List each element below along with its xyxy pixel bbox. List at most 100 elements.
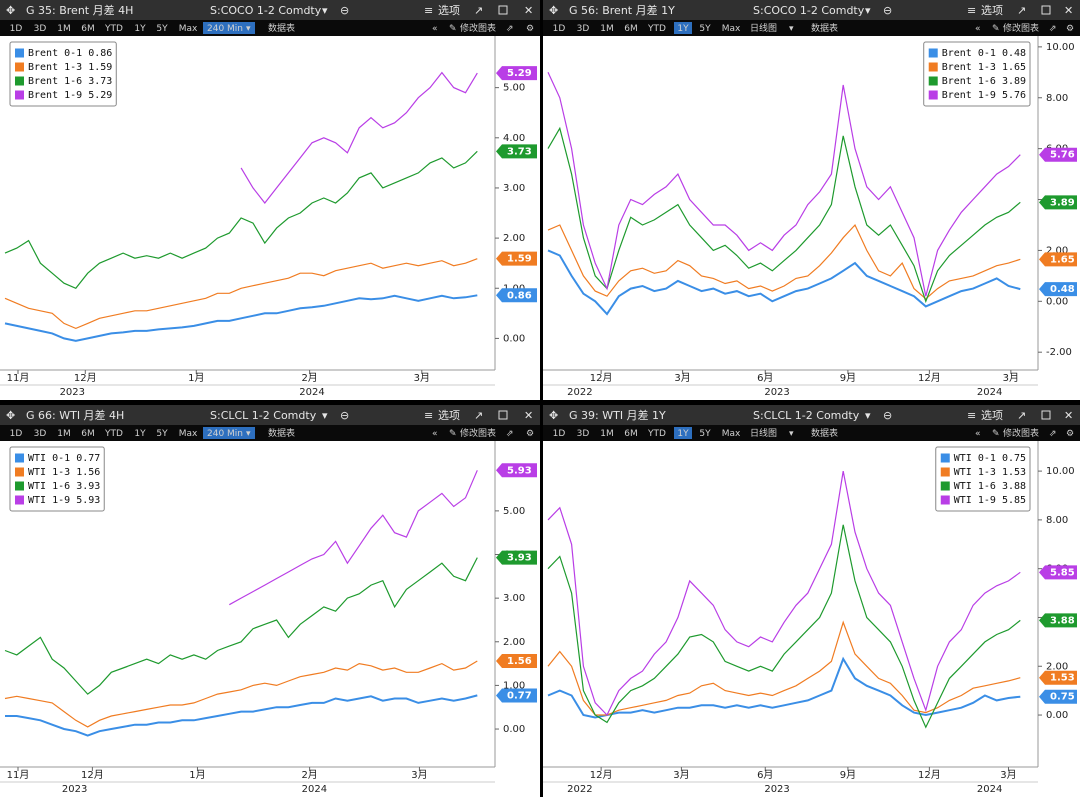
close-icon[interactable]: ✕ (524, 4, 533, 17)
legend-swatch (15, 90, 24, 100)
legend-value: 3.89 (1002, 76, 1026, 87)
period-button[interactable]: 3D (577, 24, 590, 34)
period-button[interactable]: 1Y (134, 429, 146, 439)
options-button[interactable]: 选项 (981, 4, 1003, 17)
period-button[interactable]: 1D (10, 24, 23, 34)
options-button[interactable]: 选项 (438, 4, 460, 17)
period-button[interactable]: Max (722, 429, 741, 439)
last-value-label: 5.85 (1050, 567, 1075, 578)
period-button[interactable]: YTD (647, 429, 666, 439)
maximize-icon[interactable] (498, 5, 508, 15)
period-button[interactable]: 6M (624, 429, 638, 439)
settings-icon[interactable]: ⚙ (1066, 429, 1074, 439)
period-button[interactable]: 1M (600, 24, 614, 34)
collapse-icon: « (432, 429, 438, 439)
options-button[interactable]: 选项 (438, 409, 460, 422)
close-icon[interactable]: ✕ (524, 409, 533, 422)
year-label: 2024 (977, 784, 1002, 795)
period-button[interactable]: 1Y (677, 429, 689, 439)
settings-icon[interactable]: ⚙ (526, 24, 534, 34)
table-button[interactable]: 数据表 (268, 22, 295, 34)
last-value-tag (1039, 670, 1077, 685)
edit-button[interactable]: 修改图表 (1003, 427, 1039, 439)
options-button[interactable]: 选项 (981, 409, 1003, 422)
legend-entry: WTI 0-1 0.77 (28, 453, 100, 464)
maximize-icon[interactable] (1041, 5, 1051, 15)
maximize-icon[interactable] (498, 410, 508, 420)
period-button[interactable]: YTD (647, 24, 666, 34)
period-button[interactable]: 1M (600, 429, 614, 439)
period-button[interactable]: 3D (34, 429, 47, 439)
y-tick-label: 8.00 (1046, 93, 1068, 104)
security[interactable]: S:CLCL 1-2 Comdty (210, 409, 317, 422)
legend-name: Brent 1-3 (942, 62, 996, 73)
period-button[interactable]: 5Y (699, 429, 711, 439)
period-button[interactable]: 3D (34, 24, 47, 34)
edit-button[interactable]: 修改图表 (460, 22, 496, 34)
security[interactable]: S:COCO 1-2 Comdty (753, 4, 865, 17)
period-button[interactable]: 5Y (156, 429, 168, 439)
interval-caret: ▾ (246, 429, 251, 439)
period-button[interactable]: 1M (57, 429, 71, 439)
legend-value: 0.86 (88, 48, 112, 59)
maximize-icon[interactable] (1041, 410, 1051, 420)
period-button[interactable]: 6M (624, 24, 638, 34)
last-value-tag (496, 653, 537, 668)
table-button[interactable]: 数据表 (811, 427, 838, 439)
legend-name: WTI 1-3 (28, 467, 70, 478)
export-icon: ⇗ (506, 429, 514, 439)
collapse-icon: « (975, 24, 981, 34)
period-button[interactable]: 1D (553, 24, 566, 34)
legend-name: Brent 1-3 (28, 62, 82, 73)
popout-icon[interactable]: ↗ (474, 4, 483, 17)
interval-highlight (203, 22, 255, 34)
y-tick-label: -2.00 (1046, 347, 1072, 358)
interval-caret: ▾ (789, 24, 794, 34)
security[interactable]: S:CLCL 1-2 Comdty (753, 409, 860, 422)
move-icon: ✥ (6, 4, 15, 17)
period-button[interactable]: 5Y (699, 24, 711, 34)
period-button[interactable]: 1Y (134, 24, 146, 34)
edit-button[interactable]: 修改图表 (460, 427, 496, 439)
chart-panel: ✥ G 56: Brent 月差 1Y S:COCO 1-2 Comdty ▾ ⊖ ≡ 选项… (543, 0, 1080, 400)
close-icon[interactable]: ✕ (1064, 4, 1073, 17)
period-button[interactable]: 1D (553, 429, 566, 439)
period-button[interactable]: YTD (104, 24, 123, 34)
popout-icon[interactable]: ↗ (1017, 4, 1026, 17)
table-button[interactable]: 数据表 (268, 427, 295, 439)
table-button[interactable]: 数据表 (811, 22, 838, 34)
edit-icon: ✎ (992, 429, 1000, 439)
interval-button[interactable]: 240 Min (207, 24, 243, 34)
legend-entry: Brent 1-6 3.73 (28, 76, 112, 87)
period-button[interactable]: 1D (10, 429, 23, 439)
interval-button[interactable]: 日线图 (750, 22, 777, 34)
export-icon: ⇗ (1049, 24, 1057, 34)
export-icon: ⇗ (1049, 429, 1057, 439)
period-button[interactable]: 3D (577, 429, 590, 439)
interval-button[interactable]: 日线图 (750, 427, 777, 439)
x-tick-label: 9月 (840, 372, 856, 384)
legend-value: 5.85 (1002, 495, 1026, 506)
legend-value: 3.88 (1002, 481, 1026, 492)
period-button[interactable]: Max (179, 24, 198, 34)
period-button[interactable]: 1Y (677, 24, 689, 34)
period-button[interactable]: 6M (81, 24, 95, 34)
period-button[interactable]: Max (722, 24, 741, 34)
period-button[interactable]: Max (179, 429, 198, 439)
popout-icon[interactable]: ↗ (1017, 409, 1026, 422)
last-value-label: 0.48 (1050, 284, 1075, 295)
period-button[interactable]: 5Y (156, 24, 168, 34)
legend-swatch (15, 62, 24, 72)
menu-icon: ≡ (967, 409, 976, 422)
period-button[interactable]: 6M (81, 429, 95, 439)
settings-icon[interactable]: ⚙ (1066, 24, 1074, 34)
legend-name: Brent 1-9 (942, 90, 996, 101)
security[interactable]: S:COCO 1-2 Comdty (210, 4, 322, 17)
popout-icon[interactable]: ↗ (474, 409, 483, 422)
settings-icon[interactable]: ⚙ (526, 429, 534, 439)
period-button[interactable]: 1M (57, 24, 71, 34)
close-icon[interactable]: ✕ (1064, 409, 1073, 422)
period-button[interactable]: YTD (104, 429, 123, 439)
edit-button[interactable]: 修改图表 (1003, 22, 1039, 34)
interval-button[interactable]: 240 Min (207, 429, 243, 439)
